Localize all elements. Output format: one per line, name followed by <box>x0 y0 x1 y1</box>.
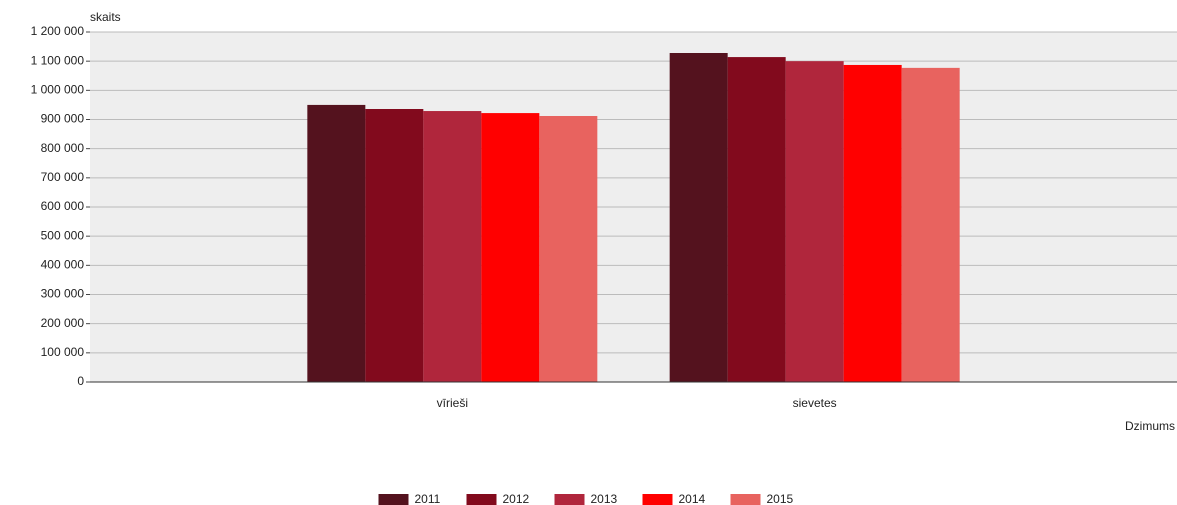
y-tick-label: 400 000 <box>41 258 85 272</box>
bar <box>785 61 844 383</box>
y-tick-label: 600 000 <box>41 199 85 213</box>
bar <box>843 64 902 382</box>
y-tick-label: 900 000 <box>41 112 85 126</box>
y-tick-label: 700 000 <box>41 170 85 184</box>
y-tick-label: 1 000 000 <box>31 83 85 97</box>
legend-swatch <box>730 494 761 505</box>
bar <box>365 109 424 382</box>
legend-label: 2015 <box>767 492 794 505</box>
bar <box>669 53 728 382</box>
x-tick-label: vīrieši <box>437 396 468 410</box>
y-tick-label: 800 000 <box>41 141 85 155</box>
legend-label: 2012 <box>503 492 530 505</box>
bar <box>901 67 960 382</box>
x-axis-label: Dzimums <box>1125 419 1175 433</box>
y-tick-label: 300 000 <box>41 287 85 301</box>
bar <box>539 116 598 382</box>
bar <box>727 57 786 382</box>
legend-swatch <box>466 494 497 505</box>
bar <box>307 104 366 383</box>
legend-label: 2013 <box>591 492 618 505</box>
bar <box>481 113 540 382</box>
y-tick-label: 500 000 <box>41 228 85 242</box>
legend-swatch <box>642 494 673 505</box>
y-tick-label: 200 000 <box>41 316 85 330</box>
y-tick-label: 1 100 000 <box>31 53 85 67</box>
y-tick-label: 1 200 000 <box>31 24 85 38</box>
legend-swatch <box>378 494 409 505</box>
legend-label: 2011 <box>415 492 441 505</box>
legend-label: 2014 <box>679 492 706 505</box>
y-axis-label: skaits <box>90 10 121 24</box>
y-tick-label: 0 <box>77 374 84 388</box>
y-tick-label: 100 000 <box>41 345 85 359</box>
legend-swatch <box>554 494 585 505</box>
x-tick-label: sievetes <box>793 396 837 410</box>
bar <box>423 111 482 383</box>
